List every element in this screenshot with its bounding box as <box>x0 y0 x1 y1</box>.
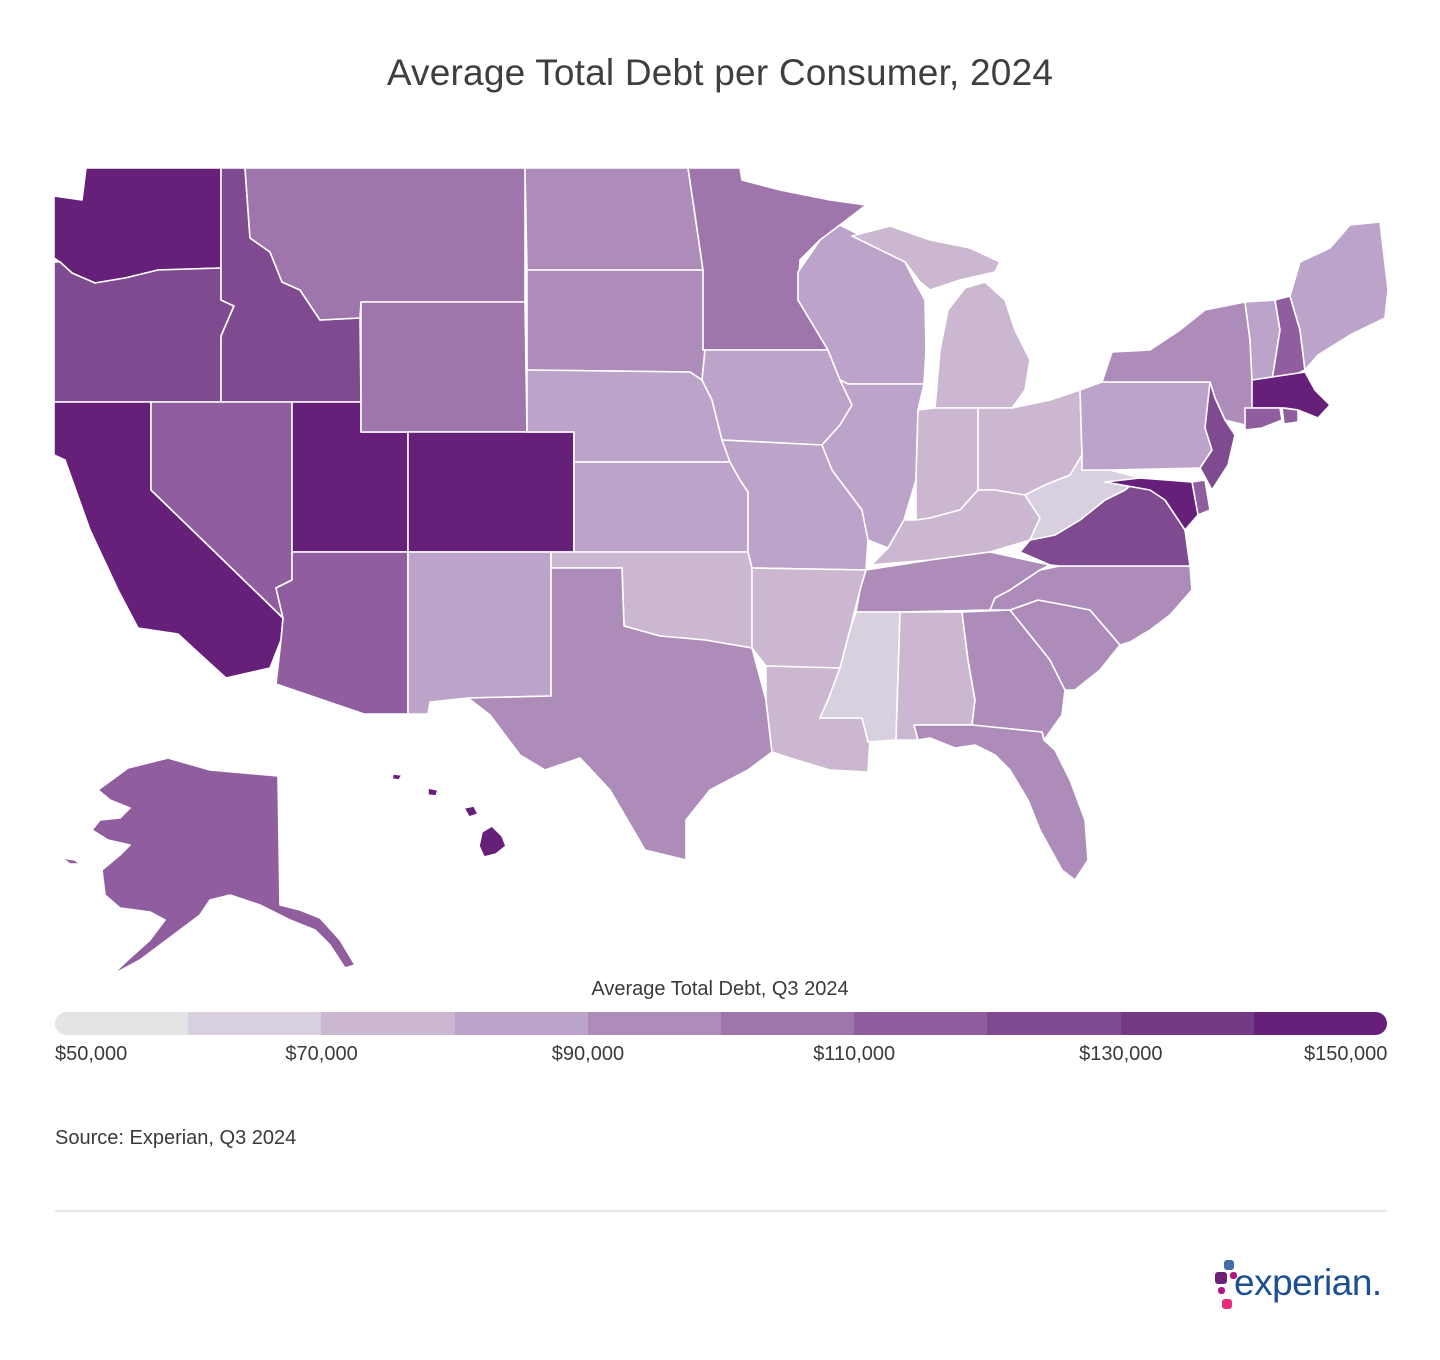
legend-swatch <box>721 1012 855 1035</box>
state-nd <box>524 167 704 271</box>
state-wa <box>53 167 222 284</box>
legend-swatch <box>1253 1012 1387 1035</box>
state-or <box>53 261 235 403</box>
state-ak-island <box>61 857 81 865</box>
experian-logo: experian. <box>1212 1256 1392 1316</box>
color-legend-bar <box>55 1012 1387 1035</box>
state-nj <box>1199 381 1236 491</box>
state-ia <box>701 349 853 446</box>
state-co <box>407 431 575 553</box>
experian-logo-text: experian. <box>1234 1262 1382 1303</box>
state-hi <box>478 825 507 858</box>
state-sd <box>526 269 706 381</box>
legend-swatch <box>454 1012 588 1035</box>
state-mn <box>687 167 867 351</box>
legend-swatch <box>321 1012 455 1035</box>
state-nc <box>989 565 1193 646</box>
state-me <box>1289 221 1389 371</box>
state-fl <box>913 724 1089 881</box>
legend-tick-label: $90,000 <box>551 1043 625 1065</box>
legend-tick-label: $70,000 <box>285 1043 358 1065</box>
state-mi-upper <box>851 225 1001 291</box>
legend-swatch <box>987 1012 1121 1035</box>
legend-tick-label: $110,000 <box>813 1043 896 1065</box>
state-hi-oahu <box>427 787 439 797</box>
state-wy <box>360 301 528 433</box>
legend-title: Average Total Debt, Q3 2024 <box>591 978 849 1000</box>
state-al <box>895 611 976 741</box>
legend-swatch <box>55 1012 189 1035</box>
legend-tick-label: $130,000 <box>1079 1043 1163 1065</box>
state-ct <box>1244 407 1283 431</box>
legend-tick-label: $50,000 <box>55 1043 128 1065</box>
state-nm <box>407 551 552 715</box>
legend-tick-label: $150,000 <box>1304 1043 1388 1065</box>
state-mt <box>244 167 526 321</box>
divider <box>55 1210 1387 1212</box>
state-hi-maui <box>463 805 479 818</box>
state-ri <box>1281 407 1299 425</box>
legend-swatch <box>587 1012 722 1035</box>
state-pa <box>1079 381 1226 471</box>
legend-swatch <box>188 1012 322 1035</box>
legend-swatch <box>854 1012 988 1035</box>
chart-title: Average Total Debt per Consumer, 2024 <box>386 52 1054 93</box>
state-ak <box>91 757 356 976</box>
state-az <box>275 551 409 715</box>
state-wi <box>797 224 927 385</box>
state-md <box>1104 477 1199 531</box>
state-tx <box>467 567 773 861</box>
state-hi-kauai <box>391 773 403 781</box>
source-note: Source: Experian, Q3 2024 <box>55 1127 297 1149</box>
us-choropleth-map <box>53 167 1389 976</box>
legend-swatch <box>1120 1012 1254 1035</box>
state-ks <box>573 461 749 553</box>
experian-logo-mark <box>1212 1256 1242 1316</box>
state-mi-lower <box>934 281 1031 409</box>
state-il <box>821 379 925 549</box>
